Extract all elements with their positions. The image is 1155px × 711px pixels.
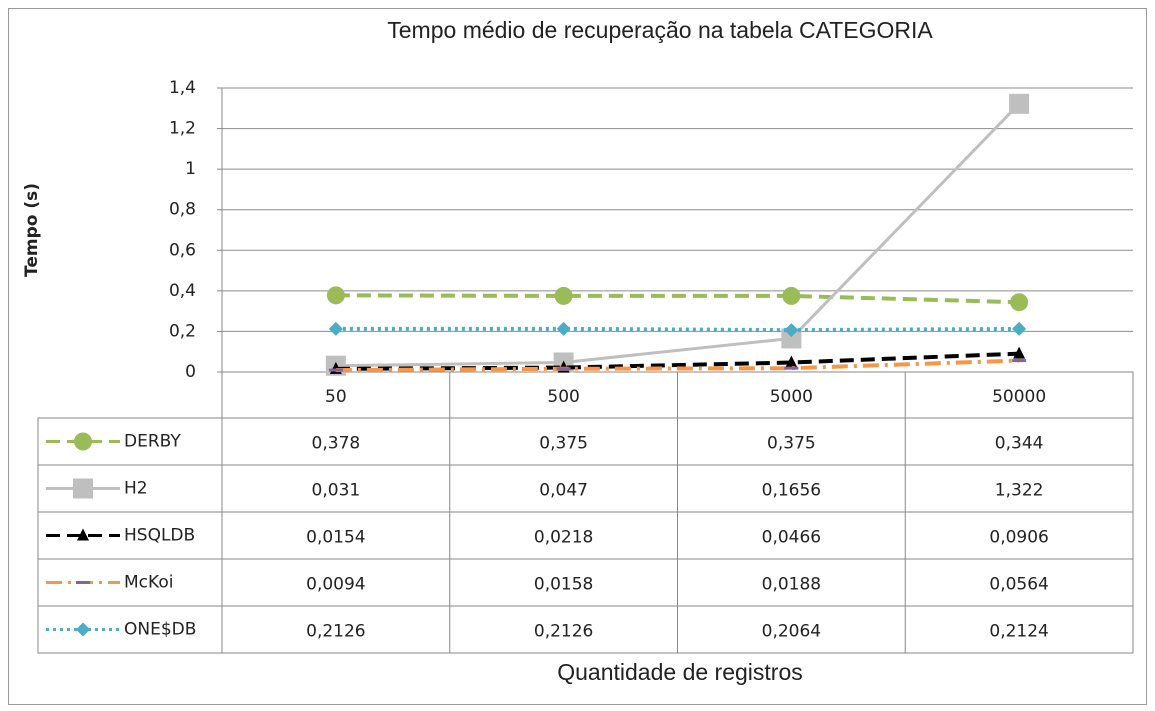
legend-marker xyxy=(76,581,90,584)
y-tick-label: 1,4 xyxy=(169,78,196,98)
y-tick-label: 0,6 xyxy=(169,240,196,260)
data-table-body xyxy=(37,417,1134,654)
data-point xyxy=(1013,346,1026,359)
table-value: 0,0906 xyxy=(989,528,1048,548)
series-line xyxy=(335,326,1020,333)
table-value: 0,378 xyxy=(312,434,361,454)
legend-label: HSQLDB xyxy=(124,526,195,546)
data-point xyxy=(328,368,343,372)
table-value: 0,0466 xyxy=(762,528,821,548)
table-value: 0,0154 xyxy=(306,528,365,548)
x-tick-label: 5000 xyxy=(770,387,813,407)
data-point xyxy=(1012,321,1027,336)
data-point xyxy=(1012,359,1027,363)
data-point xyxy=(781,328,802,349)
legend-marker xyxy=(74,432,92,451)
table-value: 0,2064 xyxy=(762,622,821,642)
data-point xyxy=(326,286,345,305)
y-tick-label: 1 xyxy=(185,159,196,179)
x-axis-title: Quantidade de registros xyxy=(557,659,803,685)
series-line xyxy=(335,102,1021,368)
table-value: 0,0564 xyxy=(989,575,1048,595)
table-value: 0,0218 xyxy=(534,528,593,548)
y-tick-label: 0,4 xyxy=(169,281,196,301)
series-line xyxy=(335,358,1020,373)
y-axis-title: Tempo (s) xyxy=(22,183,42,277)
table-value: 0,0188 xyxy=(762,575,821,595)
legend-label: ONE$DB xyxy=(124,620,196,640)
data-point xyxy=(556,321,571,336)
legend-label: H2 xyxy=(124,479,148,499)
table-value: 0,0094 xyxy=(306,575,365,595)
table-value: 0,0158 xyxy=(534,575,593,595)
table-value: 0,2124 xyxy=(989,622,1048,642)
legend-label: McKoi xyxy=(124,573,173,593)
legend-marker xyxy=(73,478,93,499)
y-tick-label: 0,8 xyxy=(169,200,196,220)
series-line xyxy=(335,293,1020,305)
x-tick-label: 500 xyxy=(547,387,579,407)
legend-label: DERBY xyxy=(124,432,181,452)
table-value: 1,322 xyxy=(995,481,1044,501)
data-point xyxy=(784,366,799,370)
chart-title: Tempo médio de recuperação na tabela CAT… xyxy=(387,17,933,43)
data-point xyxy=(785,355,798,368)
data-point xyxy=(782,286,801,305)
y-tick-label: 0,2 xyxy=(169,321,196,341)
table-value: 0,375 xyxy=(767,434,816,454)
table-value: 0,2126 xyxy=(534,622,593,642)
table-value: 0,344 xyxy=(995,434,1044,454)
table-value: 0,047 xyxy=(539,481,588,501)
data-point xyxy=(1009,93,1030,114)
legend-marker xyxy=(77,528,89,541)
table-value: 0,031 xyxy=(312,481,361,501)
x-tick-label: 50000 xyxy=(992,387,1046,407)
table-value: 0,1656 xyxy=(762,481,821,501)
legend-marker xyxy=(76,622,90,637)
data-point xyxy=(784,323,799,338)
series-line xyxy=(335,351,1020,371)
data-point xyxy=(328,321,343,336)
y-tick-label: 1,2 xyxy=(169,119,196,139)
x-tick-label: 50 xyxy=(325,387,347,407)
data-point xyxy=(554,286,573,305)
data-point xyxy=(556,367,571,371)
table-value: 0,375 xyxy=(539,434,588,454)
data-point xyxy=(1010,293,1029,312)
table-value: 0,2126 xyxy=(306,622,365,642)
y-tick-label: 0 xyxy=(185,362,196,382)
